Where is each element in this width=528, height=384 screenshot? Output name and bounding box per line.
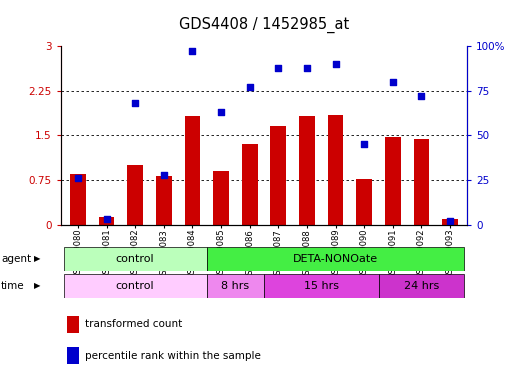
Bar: [207, 274, 264, 298]
Bar: [385, 137, 401, 225]
Bar: [299, 116, 315, 225]
Bar: [67, 316, 79, 333]
Point: [217, 109, 225, 115]
Bar: [242, 144, 258, 225]
Bar: [270, 126, 286, 225]
Point: [188, 48, 196, 55]
Bar: [328, 114, 343, 225]
Bar: [63, 247, 207, 271]
Text: percentile rank within the sample: percentile rank within the sample: [85, 351, 261, 361]
Text: ▶: ▶: [34, 281, 40, 290]
Bar: [413, 139, 429, 225]
Text: control: control: [116, 254, 155, 264]
Point: [159, 172, 168, 178]
Bar: [70, 174, 86, 225]
Point: [303, 65, 311, 71]
Bar: [213, 171, 229, 225]
Bar: [185, 116, 200, 225]
Text: 24 hrs: 24 hrs: [404, 281, 439, 291]
Text: ▶: ▶: [34, 254, 40, 263]
Point: [417, 93, 426, 99]
Bar: [127, 165, 143, 225]
Text: time: time: [1, 281, 25, 291]
Point: [274, 65, 282, 71]
Point: [102, 216, 111, 222]
Bar: [356, 179, 372, 225]
Bar: [379, 274, 465, 298]
Text: control: control: [116, 281, 155, 291]
Bar: [67, 347, 79, 364]
Point: [446, 218, 454, 224]
Text: agent: agent: [1, 254, 31, 264]
Point: [131, 100, 139, 106]
Bar: [99, 217, 115, 225]
Text: transformed count: transformed count: [85, 319, 182, 329]
Text: GDS4408 / 1452985_at: GDS4408 / 1452985_at: [179, 17, 349, 33]
Text: 8 hrs: 8 hrs: [221, 281, 249, 291]
Point: [360, 141, 369, 147]
Point: [332, 61, 340, 67]
Bar: [156, 176, 172, 225]
Text: 15 hrs: 15 hrs: [304, 281, 339, 291]
Bar: [264, 274, 379, 298]
Point: [74, 175, 82, 181]
Point: [389, 79, 397, 85]
Bar: [207, 247, 465, 271]
Point: [246, 84, 254, 90]
Text: DETA-NONOate: DETA-NONOate: [293, 254, 378, 264]
Bar: [63, 274, 207, 298]
Bar: [442, 219, 458, 225]
